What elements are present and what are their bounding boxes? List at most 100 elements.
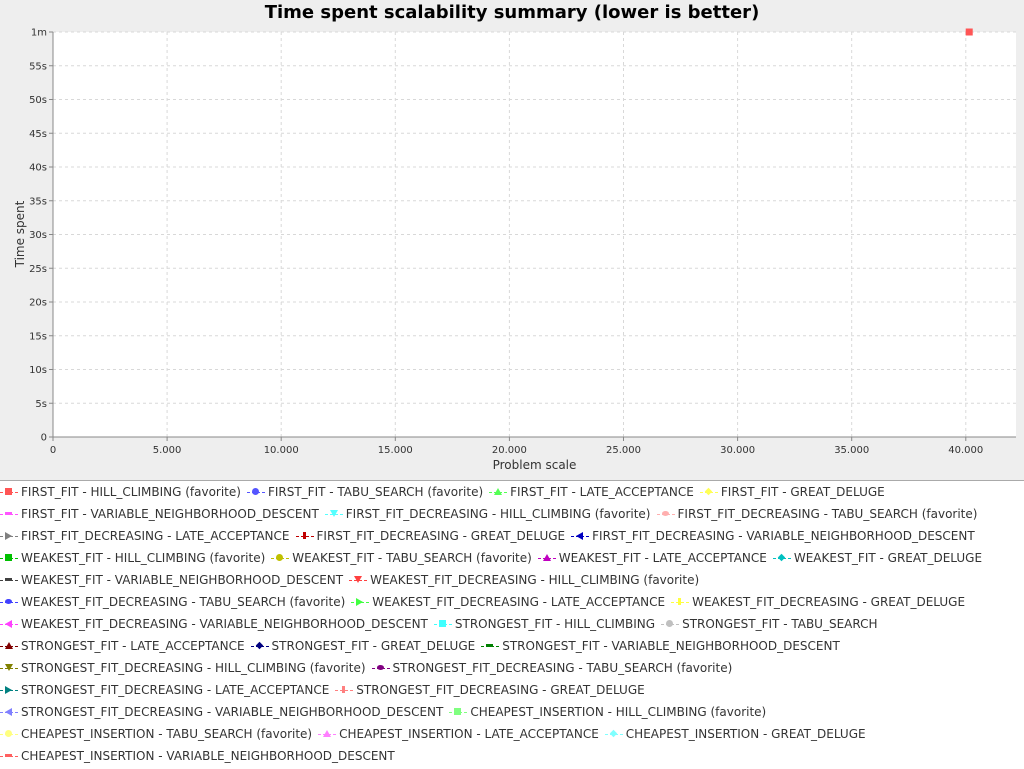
- x-tick-label: 35.000: [834, 445, 869, 456]
- legend-marker-icon: [0, 618, 18, 630]
- legend-label: STRONGEST_FIT - GREAT_DELUGE: [271, 639, 476, 653]
- legend-marker-icon: [371, 662, 390, 674]
- legend-label: STRONGEST_FIT_DECREASING - TABU_SEARCH (…: [392, 661, 733, 675]
- legend-label: STRONGEST_FIT_DECREASING - HILL_CLIMBING…: [21, 661, 366, 675]
- legend: FIRST_FIT - HILL_CLIMBING (favorite) FIRS…: [0, 480, 1024, 769]
- legend-label: STRONGEST_FIT - HILL_CLIMBING: [454, 617, 656, 631]
- legend-item: WEAKEST_FIT - TABU_SEARCH (favorite): [271, 551, 532, 565]
- legend-item: CHEAPEST_INSERTION - GREAT_DELUGE: [604, 727, 866, 741]
- y-tick-label: 50s: [29, 95, 47, 106]
- legend-label: STRONGEST_FIT_DECREASING - LATE_ACCEPTAN…: [21, 683, 330, 697]
- legend-item: FIRST_FIT - HILL_CLIMBING (favorite): [0, 485, 241, 499]
- legend-item: CHEAPEST_INSERTION - VARIABLE_NEIGHBORHO…: [0, 749, 395, 763]
- legend-label: STRONGEST_FIT - TABU_SEARCH: [682, 617, 878, 631]
- x-tick-label: 30.000: [720, 445, 755, 456]
- legend-label: STRONGEST_FIT - LATE_ACCEPTANCE: [21, 639, 245, 653]
- y-tick-label: 35s: [29, 196, 47, 207]
- legend-label: FIRST_FIT - HILL_CLIMBING (favorite): [21, 485, 241, 499]
- legend-item: STRONGEST_FIT - VARIABLE_NEIGHBORHOOD_DE…: [481, 639, 840, 653]
- legend-label: STRONGEST_FIT_DECREASING - GREAT_DELUGE: [356, 683, 645, 697]
- y-tick-label: 30s: [29, 230, 47, 241]
- legend-label: FIRST_FIT - VARIABLE_NEIGHBORHOOD_DESCEN…: [21, 507, 319, 521]
- legend-item: CHEAPEST_INSERTION - HILL_CLIMBING (favo…: [449, 705, 766, 719]
- axes: [49, 31, 1016, 441]
- x-tick-label: 10.000: [264, 445, 299, 456]
- legend-label: STRONGEST_FIT_DECREASING - VARIABLE_NEIG…: [21, 705, 444, 719]
- legend-item: WEAKEST_FIT_DECREASING - LATE_ACCEPTANCE: [351, 595, 665, 609]
- legend-marker-icon: [324, 508, 343, 520]
- legend-item: STRONGEST_FIT - HILL_CLIMBING: [433, 617, 656, 631]
- legend-item: CHEAPEST_INSERTION - LATE_ACCEPTANCE: [318, 727, 599, 741]
- legend-label: CHEAPEST_INSERTION - GREAT_DELUGE: [625, 727, 866, 741]
- legend-item: STRONGEST_FIT - LATE_ACCEPTANCE: [0, 639, 245, 653]
- legend-item: FIRST_FIT - TABU_SEARCH (favorite): [246, 485, 483, 499]
- legend-row: STRONGEST_FIT_DECREASING - HILL_CLIMBING…: [0, 657, 738, 679]
- legend-item: CHEAPEST_INSERTION - TABU_SEARCH (favori…: [0, 727, 312, 741]
- legend-marker-icon: [0, 662, 18, 674]
- legend-marker-icon: [0, 684, 18, 696]
- legend-item: FIRST_FIT - LATE_ACCEPTANCE: [489, 485, 694, 499]
- legend-item: WEAKEST_FIT_DECREASING - VARIABLE_NEIGHB…: [0, 617, 428, 631]
- legend-label: STRONGEST_FIT - VARIABLE_NEIGHBORHOOD_DE…: [502, 639, 840, 653]
- legend-row: CHEAPEST_INSERTION - TABU_SEARCH (favori…: [0, 723, 872, 745]
- legend-marker-icon: [0, 530, 18, 542]
- legend-row: FIRST_FIT - HILL_CLIMBING (favorite) FIRS…: [0, 481, 891, 503]
- legend-item: FIRST_FIT_DECREASING - LATE_ACCEPTANCE: [0, 529, 290, 543]
- legend-item: STRONGEST_FIT_DECREASING - LATE_ACCEPTAN…: [0, 683, 329, 697]
- y-tick-label: 1m: [31, 28, 47, 39]
- legend-item: STRONGEST_FIT_DECREASING - TABU_SEARCH (…: [371, 661, 733, 675]
- legend-marker-icon: [0, 574, 18, 586]
- legend-row: WEAKEST_FIT_DECREASING - TABU_SEARCH (fa…: [0, 591, 971, 613]
- legend-marker-icon: [671, 596, 690, 608]
- legend-label: CHEAPEST_INSERTION - HILL_CLIMBING (favo…: [470, 705, 767, 719]
- y-tick-label: 45s: [29, 129, 47, 140]
- legend-marker-icon: [0, 706, 18, 718]
- legend-marker-icon: [489, 486, 508, 498]
- tick-labels: 0 5.000 10.000 15.000 20.000 25.000 30.000 35.0…: [29, 28, 983, 457]
- legend-item: FIRST_FIT_DECREASING - TABU_SEARCH (favo…: [656, 507, 978, 521]
- legend-marker-icon: [433, 618, 452, 630]
- legend-item: STRONGEST_FIT_DECREASING - HILL_CLIMBING…: [0, 661, 366, 675]
- x-tick-label: 15.000: [378, 445, 413, 456]
- legend-marker-icon: [656, 508, 675, 520]
- legend-marker-icon: [0, 552, 18, 564]
- legend-marker-icon: [250, 640, 269, 652]
- legend-label: WEAKEST_FIT - LATE_ACCEPTANCE: [558, 551, 767, 565]
- legend-item: STRONGEST_FIT_DECREASING - GREAT_DELUGE: [335, 683, 645, 697]
- legend-item: WEAKEST_FIT_DECREASING - HILL_CLIMBING (…: [349, 573, 699, 587]
- legend-label: WEAKEST_FIT_DECREASING - TABU_SEARCH (fa…: [21, 595, 346, 609]
- legend-item: WEAKEST_FIT - LATE_ACCEPTANCE: [537, 551, 767, 565]
- legend-label: WEAKEST_FIT - HILL_CLIMBING (favorite): [21, 551, 266, 565]
- legend-label: WEAKEST_FIT_DECREASING - LATE_ACCEPTANCE: [372, 595, 666, 609]
- legend-label: WEAKEST_FIT_DECREASING - VARIABLE_NEIGHB…: [21, 617, 428, 631]
- legend-marker-icon: [318, 728, 337, 740]
- legend-label: WEAKEST_FIT - TABU_SEARCH (favorite): [292, 551, 532, 565]
- legend-marker-icon: [661, 618, 680, 630]
- y-tick-label: 15s: [29, 331, 47, 342]
- legend-item: STRONGEST_FIT - TABU_SEARCH: [661, 617, 878, 631]
- legend-marker-icon: [0, 640, 18, 652]
- grid-lines: [53, 31, 1016, 437]
- legend-label: FIRST_FIT_DECREASING - TABU_SEARCH (favo…: [677, 507, 978, 521]
- legend-item: WEAKEST_FIT - HILL_CLIMBING (favorite): [0, 551, 265, 565]
- legend-label: FIRST_FIT_DECREASING - VARIABLE_NEIGHBOR…: [592, 529, 975, 543]
- legend-label: WEAKEST_FIT_DECREASING - GREAT_DELUGE: [692, 595, 966, 609]
- legend-marker-icon: [0, 750, 18, 762]
- y-tick-label: 5s: [35, 399, 47, 410]
- legend-item: FIRST_FIT_DECREASING - GREAT_DELUGE: [295, 529, 565, 543]
- legend-label: FIRST_FIT_DECREASING - LATE_ACCEPTANCE: [21, 529, 290, 543]
- legend-label: CHEAPEST_INSERTION - TABU_SEARCH (favori…: [21, 727, 313, 741]
- legend-row: WEAKEST_FIT_DECREASING - VARIABLE_NEIGHB…: [0, 613, 884, 635]
- legend-marker-icon: [537, 552, 556, 564]
- legend-label: CHEAPEST_INSERTION - VARIABLE_NEIGHBORHO…: [21, 749, 395, 763]
- legend-marker-icon: [271, 552, 290, 564]
- legend-marker-icon: [0, 486, 18, 498]
- legend-marker-icon: [449, 706, 468, 718]
- legend-marker-icon: [0, 508, 18, 520]
- legend-item: STRONGEST_FIT - GREAT_DELUGE: [250, 639, 476, 653]
- legend-item: WEAKEST_FIT_DECREASING - TABU_SEARCH (fa…: [0, 595, 345, 609]
- legend-marker-icon: [351, 596, 370, 608]
- legend-row: STRONGEST_FIT_DECREASING - LATE_ACCEPTAN…: [0, 679, 651, 701]
- x-tick-label: 20.000: [492, 445, 527, 456]
- legend-item: WEAKEST_FIT - GREAT_DELUGE: [772, 551, 982, 565]
